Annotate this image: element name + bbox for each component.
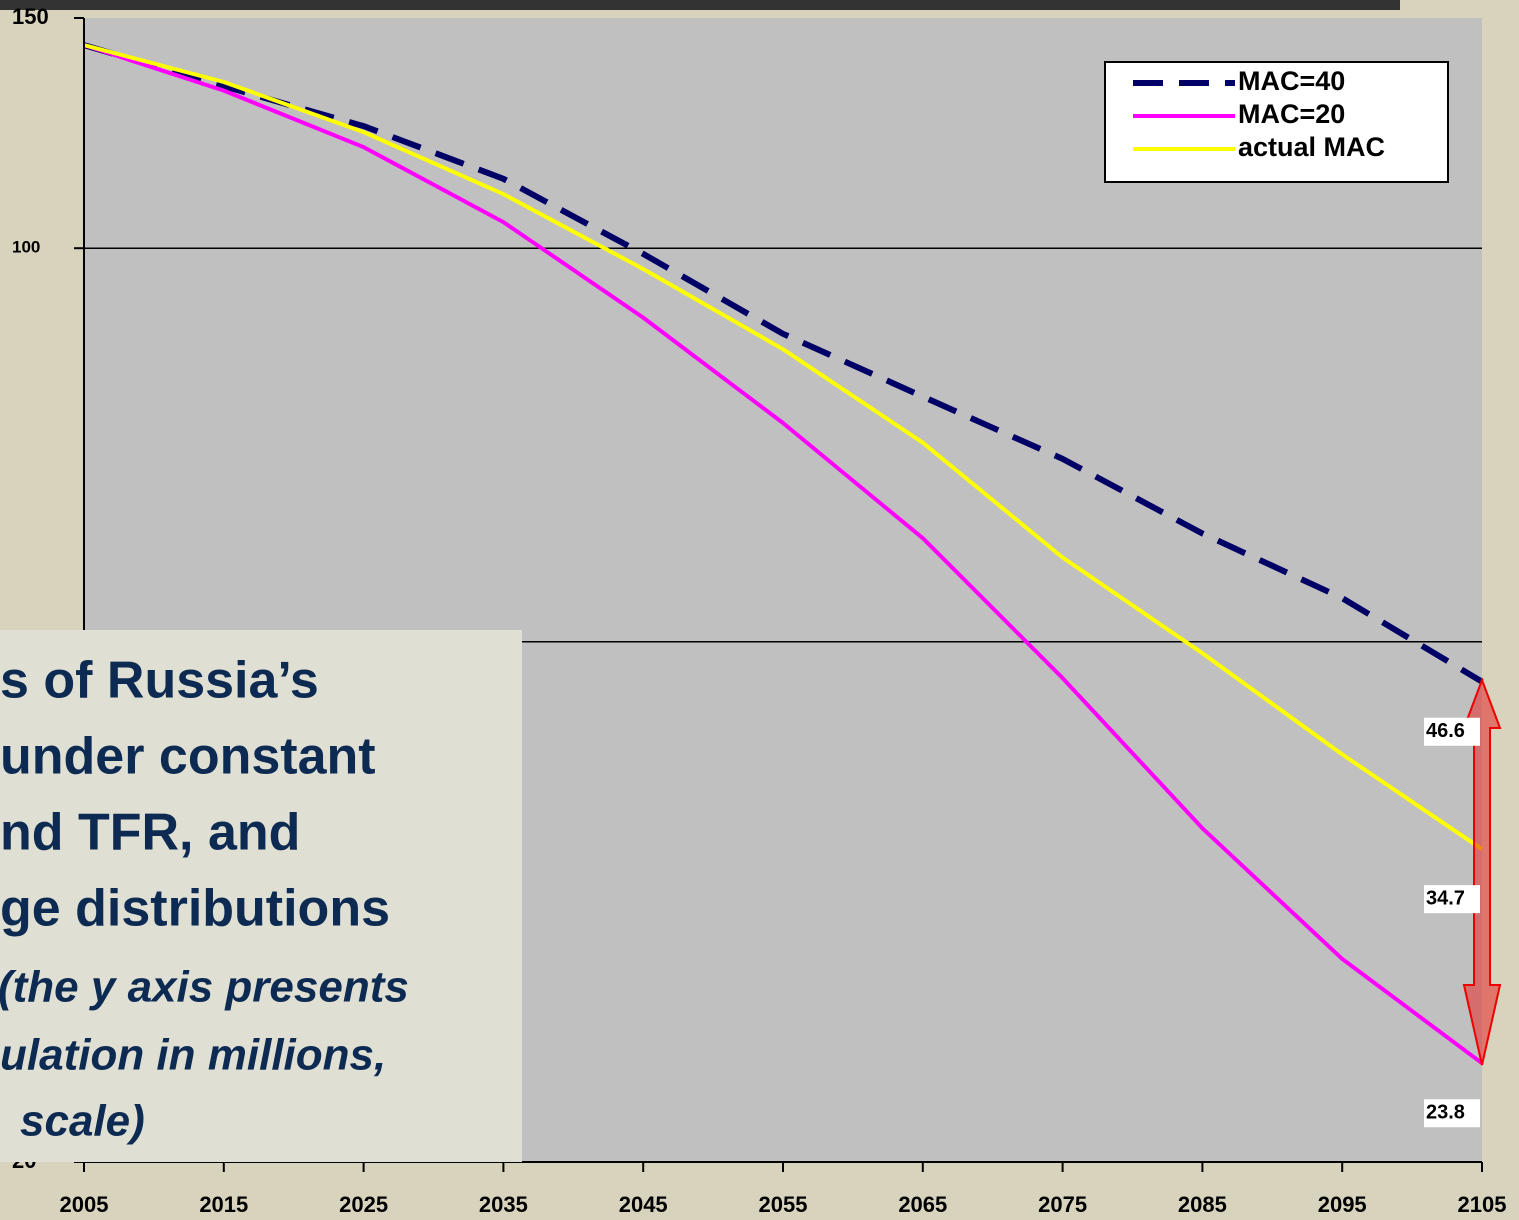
- annotation-line: ge distributions: [0, 880, 390, 938]
- end-label: 46.6: [1426, 720, 1465, 742]
- end-label: 23.8: [1426, 1102, 1465, 1124]
- annotation-line: ulation in millions,: [0, 1031, 386, 1080]
- legend-label: actual MAC: [1238, 132, 1385, 162]
- series-line: [83, 43, 1484, 1065]
- x-tick-label: 2015: [199, 1192, 248, 1217]
- x-tick-label: 2075: [1038, 1192, 1087, 1217]
- legend-label: MAC=40: [1238, 66, 1345, 96]
- x-tick-label: 2005: [60, 1192, 109, 1217]
- series-line: [83, 43, 1484, 851]
- annotation-line: scale): [20, 1097, 145, 1146]
- lines: [83, 42, 1484, 1065]
- end-label: 34.7: [1426, 887, 1465, 909]
- end-label-box: [1424, 1099, 1480, 1128]
- x-tick-label: 2025: [339, 1192, 388, 1217]
- x-tick-label: 2045: [619, 1192, 668, 1217]
- end-labels: 46.6 23.8 34.7: [1424, 717, 1480, 1128]
- legend-label: MAC=20: [1238, 99, 1345, 129]
- x-tick-label: 2085: [1178, 1192, 1227, 1217]
- annotation-line: s of Russia’s: [0, 652, 319, 710]
- axes: 2050100150200520152025203520452055206520…: [12, 4, 1506, 1217]
- end-label-box: [1424, 885, 1480, 914]
- y-tick-label: 150: [12, 4, 49, 29]
- annotation-line: (the y axis presents: [0, 963, 409, 1012]
- end-label-box: [1424, 717, 1480, 746]
- x-tick-label: 2035: [479, 1192, 528, 1217]
- x-tick-label: 2105: [1458, 1192, 1507, 1217]
- annotation-line: under constant: [0, 728, 376, 786]
- series-line: [83, 42, 1484, 685]
- x-tick-label: 2065: [898, 1192, 947, 1217]
- x-tick-label: 2055: [759, 1192, 808, 1217]
- text-box: [0, 630, 522, 1162]
- x-tick-label: 2095: [1318, 1192, 1367, 1217]
- y-tick-label: 100: [12, 238, 40, 257]
- annotation: s of Russia’s under constant nd TFR, and ge…: [0, 652, 409, 1146]
- annotation-line: nd TFR, and: [0, 804, 300, 862]
- top-bar: [0, 0, 1400, 10]
